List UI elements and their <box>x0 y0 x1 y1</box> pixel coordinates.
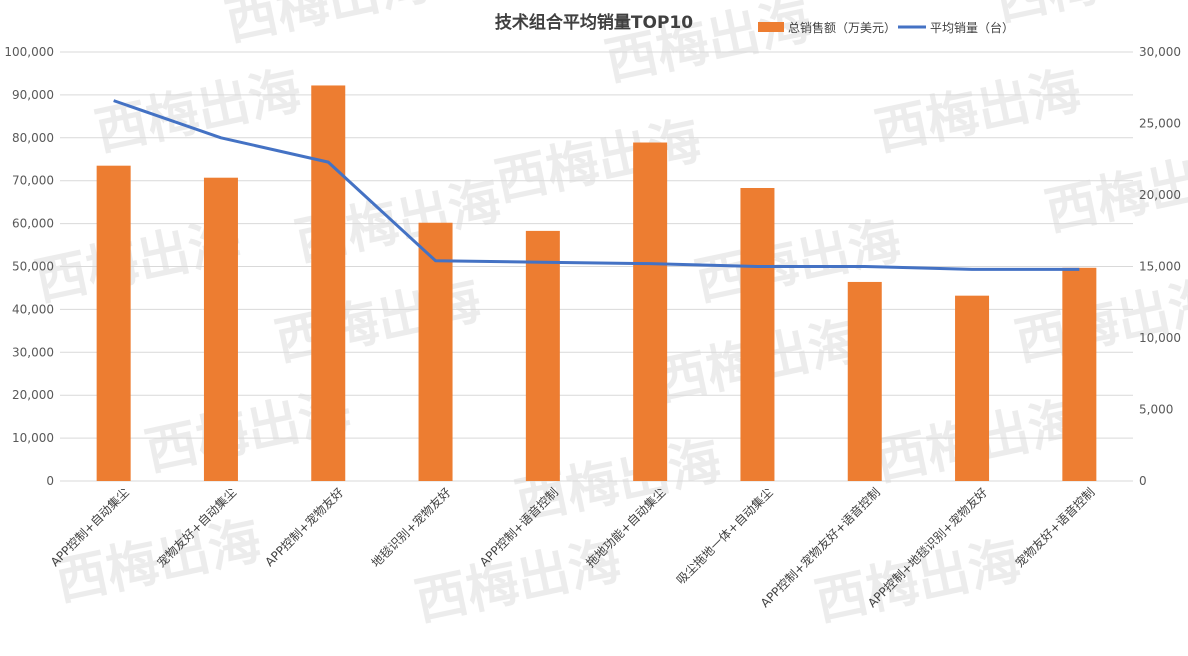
watermark-text: 西梅出海 <box>270 271 486 373</box>
right-tick-label: 10,000 <box>1139 331 1181 345</box>
left-tick-label: 20,000 <box>12 388 54 402</box>
watermark-text: 西梅出海 <box>90 61 306 163</box>
bar <box>96 165 131 481</box>
average-sales-line <box>113 99 1080 271</box>
watermark-text: 西梅出海 <box>220 0 436 53</box>
bar <box>633 142 668 482</box>
bar <box>740 187 775 482</box>
right-tick-label: 30,000 <box>1139 45 1181 59</box>
bar <box>203 177 238 481</box>
right-tick-label: 25,000 <box>1139 117 1181 131</box>
left-tick-label: 80,000 <box>12 131 54 145</box>
left-tick-label: 10,000 <box>12 431 54 445</box>
legend-label-line: 平均销量（台） <box>930 20 1014 35</box>
left-tick-label: 90,000 <box>12 88 54 102</box>
right-axis-ticks: 0 5,000 10,000 15,000 20,000 25,000 30,000 <box>1139 45 1181 488</box>
legend-label-bar: 总销售额（万美元） <box>788 20 896 35</box>
right-tick-label: 20,000 <box>1139 188 1181 202</box>
left-tick-label: 0 <box>46 474 54 488</box>
watermark-text: 西梅出海 <box>990 0 1188 33</box>
line-series <box>113 99 1080 271</box>
bar <box>418 222 453 481</box>
category-label: 宠物友好+语音控制 <box>1012 485 1098 571</box>
left-tick-label: 50,000 <box>12 260 54 274</box>
right-tick-label: 5,000 <box>1139 403 1173 417</box>
bar-series <box>96 85 1097 482</box>
bar <box>955 295 990 481</box>
left-tick-label: 70,000 <box>12 174 54 188</box>
left-tick-label: 60,000 <box>12 217 54 231</box>
bar <box>311 85 346 481</box>
watermark-text: 西梅出海 <box>490 111 706 213</box>
category-label: APP控制+宠物友好 <box>262 485 347 570</box>
right-tick-label: 15,000 <box>1139 260 1181 274</box>
left-axis-ticks: 0 10,000 20,000 30,000 40,000 50,000 60,000 70,… <box>4 45 54 488</box>
right-tick-label: 0 <box>1139 474 1147 488</box>
bar <box>847 281 882 481</box>
left-tick-label: 40,000 <box>12 302 54 316</box>
watermark-text: 西梅出海 <box>870 61 1086 163</box>
gridlines <box>60 51 1133 482</box>
left-tick-label: 30,000 <box>12 345 54 359</box>
watermark-text: 西梅出海 <box>1010 271 1188 373</box>
bar <box>1062 267 1097 481</box>
watermark-text: 西梅出海 <box>410 531 626 633</box>
category-label: 地毯识别+宠物友好 <box>368 485 454 571</box>
legend: 总销售额（万美元） 平均销量（台） <box>758 20 1014 35</box>
category-label: 吸尘拖地一体+自动集尘 <box>673 485 776 588</box>
chart-title: 技术组合平均销量TOP10 <box>495 12 693 33</box>
bar <box>525 230 560 481</box>
legend-swatch-bar <box>758 22 784 32</box>
left-tick-label: 100,000 <box>4 45 54 59</box>
